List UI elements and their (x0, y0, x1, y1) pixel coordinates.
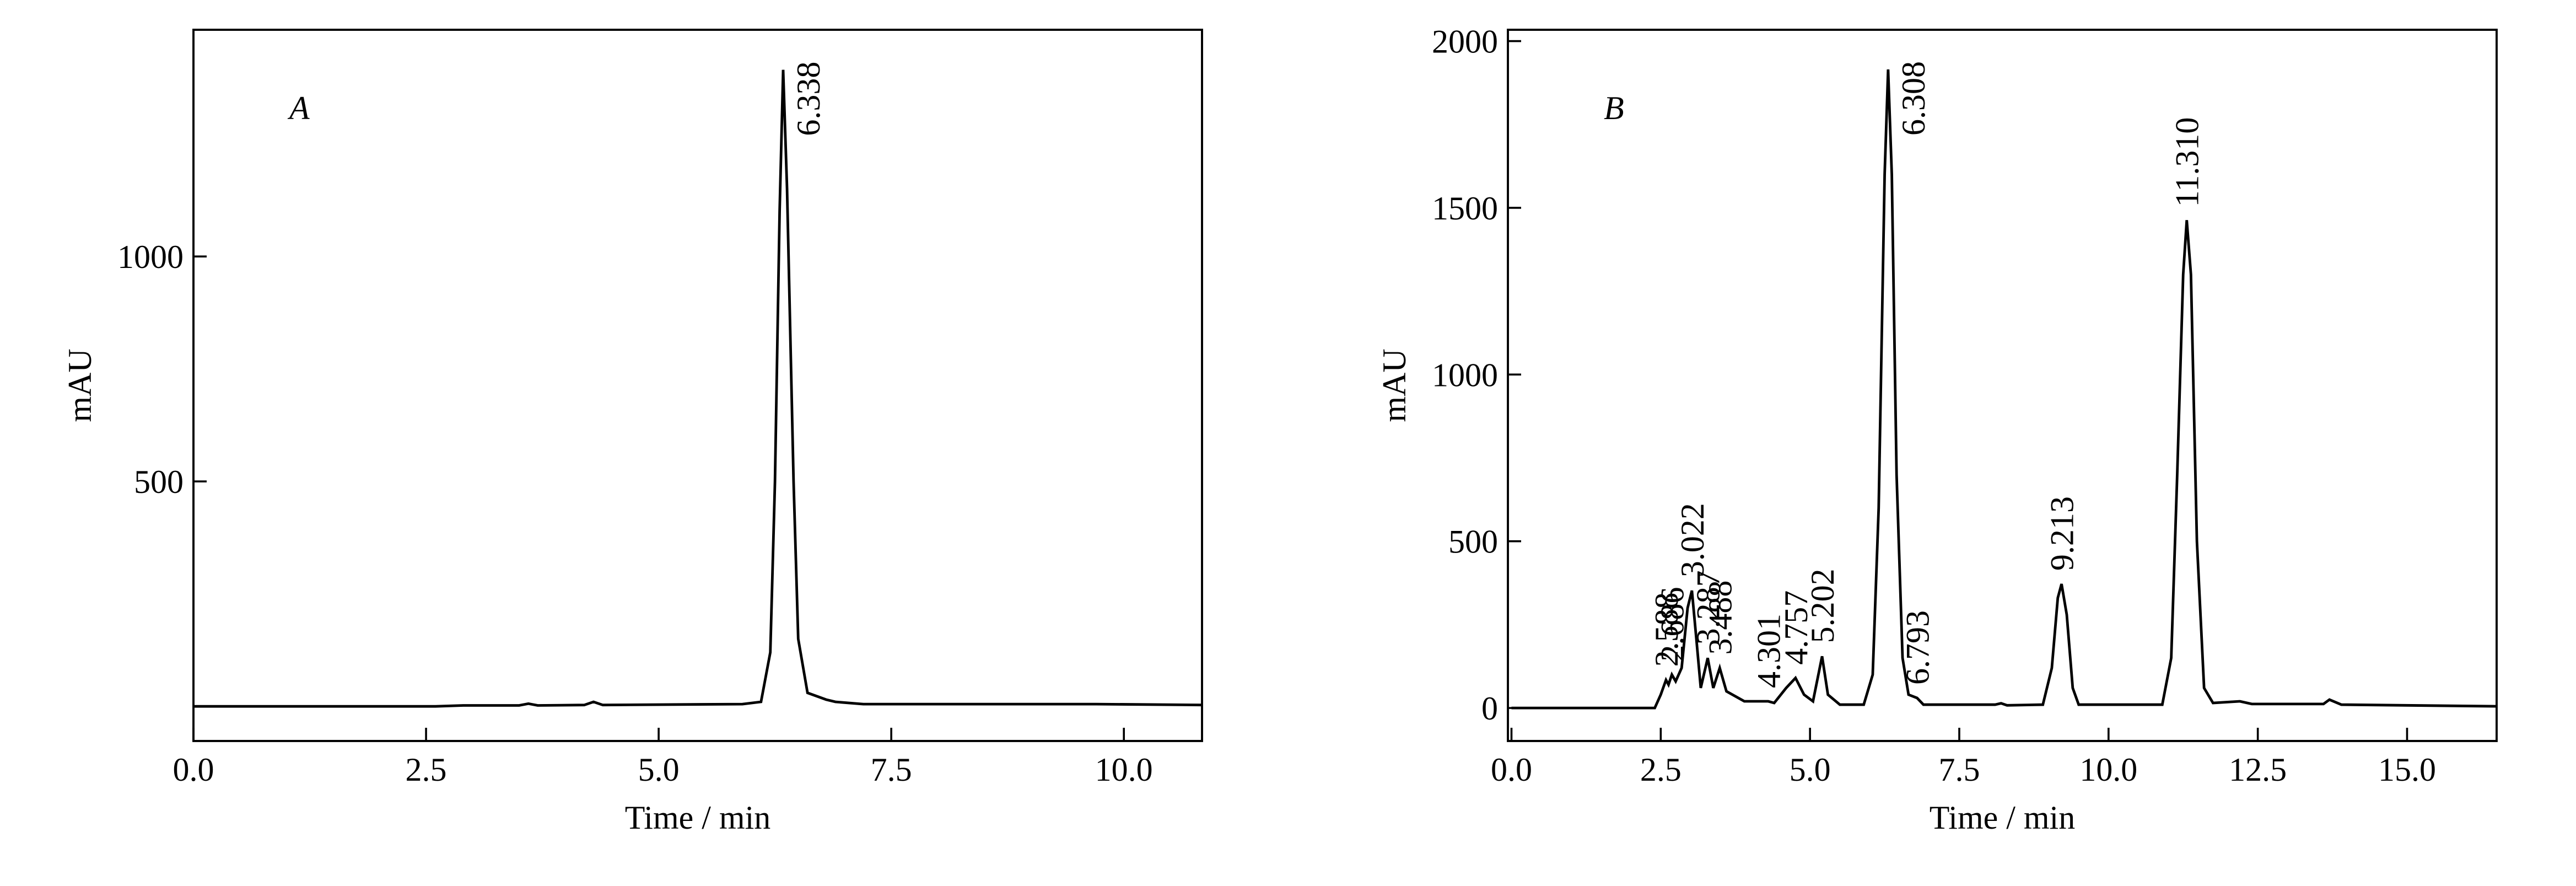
peak-label: 3.287 (1690, 570, 1727, 645)
plot-frame (1507, 29, 2498, 742)
peak-label: 6.793 (1899, 610, 1936, 685)
x-tick-label: 7.5 (871, 751, 912, 788)
x-tick-label: 2.5 (406, 751, 447, 788)
y-tick-label: 1000 (1432, 357, 1498, 393)
y-tick-label: 2000 (1432, 24, 1498, 60)
x-tick-label: 5.0 (638, 751, 680, 788)
x-tick-label: 15.0 (2378, 751, 2436, 788)
y-tick-label: 1500 (1432, 190, 1498, 227)
y-tick-label: 1000 (117, 239, 184, 275)
x-tick-label: 5.0 (1790, 751, 1831, 788)
peak-label: 6.308 (1895, 61, 1932, 136)
peak-label: 11.310 (2169, 117, 2206, 207)
plot-frame (192, 29, 1203, 742)
x-tick-label: 12.5 (2229, 751, 2287, 788)
x-tick-label: 0.0 (173, 751, 214, 788)
peak-label: 2.588 (1648, 592, 1685, 667)
trace (1511, 69, 2497, 710)
peak-label: 3.488 (1702, 581, 1738, 655)
y-axis-title: mAU (1376, 348, 1413, 422)
y-tick-label: 500 (1448, 524, 1498, 560)
x-axis-title: Time / min (625, 799, 770, 836)
x-tick-label: 0.0 (1491, 751, 1532, 788)
x-tick-label: 10.0 (1095, 751, 1153, 788)
trace (193, 69, 1203, 708)
y-tick-label: 500 (134, 464, 184, 500)
x-tick-label: 2.5 (1640, 751, 1682, 788)
peak-label: 3.022 (1674, 503, 1711, 577)
x-tick-label: 10.0 (2079, 751, 2137, 788)
panel-label: A (287, 90, 310, 126)
y-axis-title: mAU (62, 348, 98, 422)
peak-label: 4.757 (1778, 590, 1814, 665)
peak-label: 6.338 (790, 62, 827, 136)
peak-label: 9.213 (2044, 496, 2081, 571)
peak-label: 5.202 (1804, 568, 1841, 643)
panel-label: B (1604, 90, 1624, 126)
x-axis-title: Time / min (1930, 799, 2075, 836)
x-tick-label: 7.5 (1939, 751, 1980, 788)
y-tick-label: 0 (1481, 690, 1498, 727)
peak-label: 4.301 (1750, 614, 1787, 688)
peak-label: 2.686 (1654, 587, 1690, 662)
